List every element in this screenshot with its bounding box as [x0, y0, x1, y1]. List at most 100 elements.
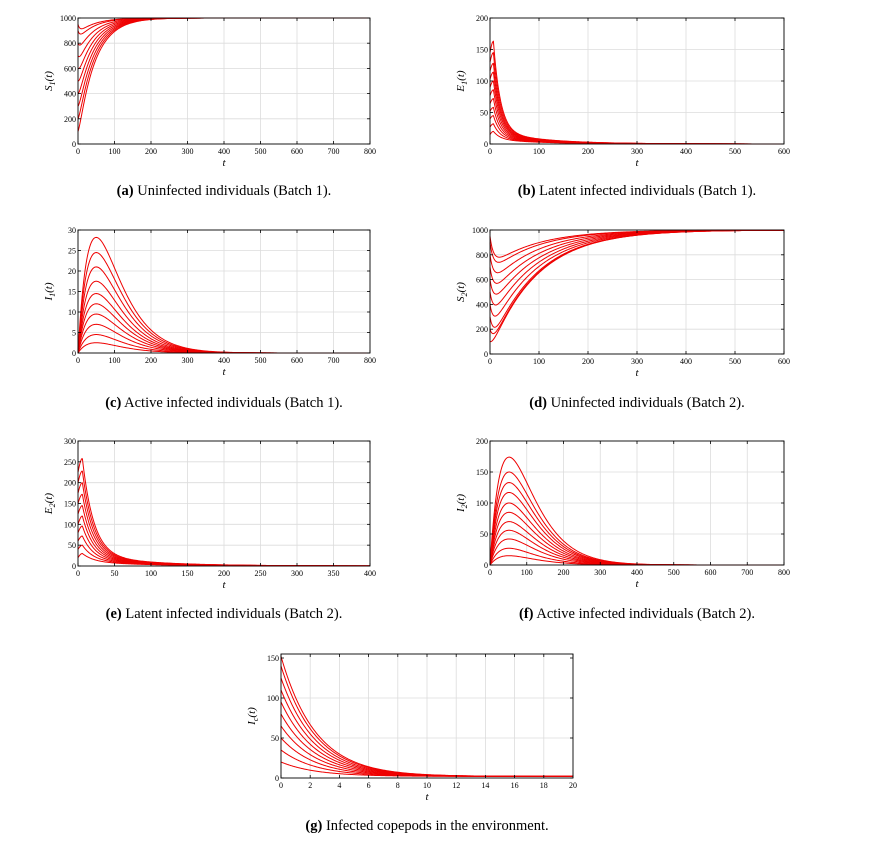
y-axis-label-main: E	[43, 507, 55, 515]
x-tick-label: 4	[337, 781, 341, 790]
caption-c: (c) Active infected individuals (Batch 1…	[78, 395, 370, 412]
chart-g-svg: 0 2 4 6 8 10 12 14 16 18 20 0 50 100 150 t Ic(t)	[246, 653, 577, 803]
panel-e: 0 50 100 150 200 250 300 350 400 0 50 100 150 200 250 3…	[0, 424, 430, 636]
y-axis-label-sub: c	[251, 717, 260, 721]
caption-b-label: (b)	[517, 183, 536, 199]
y-axis-label-sub: 1	[48, 293, 57, 297]
y-tick-label: 30	[68, 226, 76, 235]
panel-d: 0 100 200 300 400 500 600 0 200 400 600 800 1000 t S2(…	[430, 212, 876, 424]
y-tick-label: 200	[64, 115, 76, 124]
y-tick-label: 0	[72, 140, 76, 149]
caption-e-text: Latent infected individuals (Batch 2).	[125, 606, 343, 622]
y-tick-label: 200	[64, 479, 76, 488]
y-axis-label: I2(t)	[455, 494, 469, 513]
y-axis-label-main: I	[455, 507, 467, 513]
x-tick-label: 0	[76, 147, 80, 156]
y-axis-label-sub: 2	[460, 504, 469, 508]
y-axis-label: E1(t)	[455, 70, 469, 92]
caption-g-text: Infected copepods in the environment.	[325, 818, 549, 834]
y-tick-label: 15	[68, 288, 76, 297]
y-tick-label: 50	[271, 734, 279, 743]
x-tick-label: 12	[452, 781, 460, 790]
y-axis-label: S1(t)	[43, 71, 57, 91]
x-tick-label: 16	[511, 781, 519, 790]
y-axis-label: I1(t)	[43, 282, 57, 301]
y-tick-label: 50	[480, 109, 488, 118]
panel-a: 0 100 200 300 400 500 600 700 800 0 200 400 600 800 10…	[0, 0, 430, 212]
caption-c-label: (c)	[105, 395, 122, 411]
x-tick-label: 600	[291, 356, 303, 365]
x-axis-label: t	[635, 157, 639, 169]
y-tick-label: 150	[476, 468, 488, 477]
y-axis-label-tail: (t)	[455, 282, 467, 293]
x-tick-label: 100	[145, 569, 157, 578]
caption-d-label: (d)	[529, 395, 547, 411]
y-axis-label-tail: (t)	[43, 71, 55, 82]
x-tick-label: 200	[582, 357, 594, 366]
x-tick-label: 200	[145, 356, 157, 365]
y-tick-label: 250	[64, 458, 76, 467]
x-tick-label: 600	[291, 147, 303, 156]
x-tick-label: 200	[145, 147, 157, 156]
caption-d-text: Uninfected individuals (Batch 2).	[550, 395, 745, 411]
y-tick-label: 100	[64, 520, 76, 529]
y-tick-label: 25	[68, 247, 76, 256]
y-tick-label: 10	[68, 308, 76, 317]
x-tick-label: 300	[291, 569, 303, 578]
y-tick-label: 100	[476, 499, 488, 508]
x-tick-label: 300	[631, 147, 643, 156]
x-axis-label: t	[635, 367, 639, 379]
panel-f: 0 100 200 300 400 500 600 700 800 0 50 100 150 200 t I2…	[430, 424, 876, 636]
y-tick-label: 5	[72, 329, 76, 338]
y-axis-label-main: E	[455, 85, 467, 93]
x-tick-label: 300	[182, 356, 194, 365]
y-axis-label: E2(t)	[43, 493, 57, 515]
x-tick-label: 0	[488, 357, 492, 366]
y-tick-label: 150	[64, 500, 76, 509]
x-tick-label: 0	[488, 147, 492, 156]
y-tick-label: 400	[64, 90, 76, 99]
chart-a-svg: 0 100 200 300 400 500 600 700 800 0 200 400 600 800 10…	[43, 14, 376, 169]
caption-e: (e) Latent infected individuals (Batch 2…	[78, 606, 370, 623]
series-line-10	[280, 656, 573, 777]
y-axis-label-sub: 2	[460, 292, 469, 296]
chart-b-svg: 0 100 200 300 400 500 600 0 50 100 150 200 t E1(t)	[455, 14, 790, 169]
caption-g-label: (g)	[305, 818, 323, 834]
x-tick-label: 400	[680, 357, 692, 366]
panel-c: 0 100 200 300 400 500 600 700 800 0 5 10 15 20 25 30 t I1…	[0, 212, 430, 424]
y-tick-label: 20	[68, 267, 76, 276]
y-axis-label-tail: (t)	[246, 707, 258, 718]
x-tick-label: 400	[364, 569, 376, 578]
x-tick-label: 6	[367, 781, 371, 790]
y-axis-label-sub: 1	[460, 81, 469, 85]
x-axis-label: t	[425, 791, 429, 803]
y-tick-label: 0	[484, 350, 488, 359]
y-axis-label-main: S	[455, 296, 467, 302]
x-tick-label: 200	[582, 147, 594, 156]
x-tick-label: 300	[594, 568, 606, 577]
x-tick-label: 500	[668, 568, 680, 577]
x-tick-label: 500	[729, 357, 741, 366]
y-axis-label-main: S	[43, 85, 55, 91]
caption-b: (b) Latent infected individuals (Batch 1…	[490, 183, 784, 200]
x-tick-label: 18	[540, 781, 548, 790]
x-tick-label: 200	[558, 568, 570, 577]
y-tick-label: 600	[64, 64, 76, 73]
x-tick-label: 0	[76, 569, 80, 578]
caption-g: (g) Infected copepods in the environment…	[281, 818, 573, 835]
caption-b-text: Latent infected individuals (Batch 1).	[539, 183, 757, 199]
x-tick-label: 600	[778, 357, 790, 366]
y-tick-label: 50	[68, 541, 76, 550]
caption-f-label: (f)	[519, 606, 534, 622]
series-group	[489, 229, 785, 343]
x-tick-label: 800	[364, 147, 376, 156]
y-tick-label: 800	[476, 251, 488, 260]
x-tick-label: 600	[778, 147, 790, 156]
caption-a: (a) Uninfected individuals (Batch 1).	[78, 183, 370, 200]
chart-f-svg: 0 100 200 300 400 500 600 700 800 0 50 100 150 200 t I2…	[455, 437, 790, 590]
x-tick-label: 100	[533, 147, 545, 156]
y-tick-label: 400	[476, 300, 488, 309]
x-tick-label: 600	[705, 568, 717, 577]
caption-a-label: (a)	[116, 183, 134, 199]
x-tick-label: 400	[218, 147, 230, 156]
